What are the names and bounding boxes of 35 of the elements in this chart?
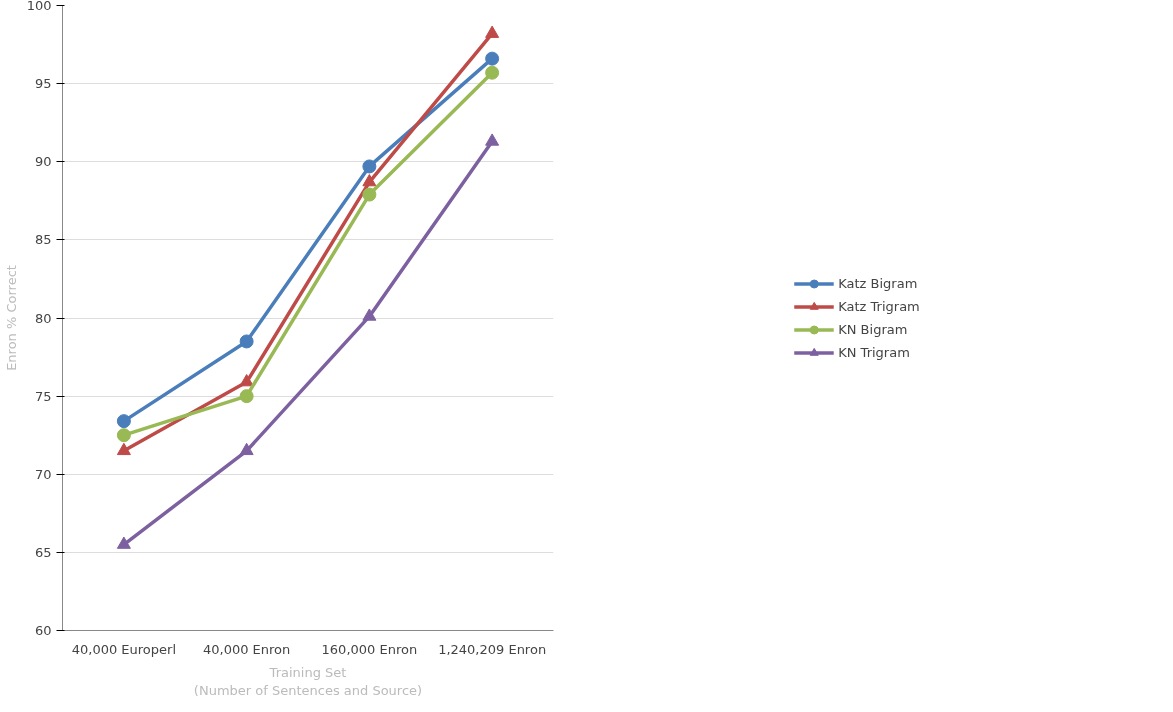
legend-label: Katz Bigram [838,275,918,291]
point [485,25,500,38]
legend-label: KN Trigram [838,344,910,360]
legend-label: KN Bigram [838,321,908,337]
point [239,334,254,349]
y-axis-title: Enron % Correct [3,265,19,371]
x-axis-title: Training Set (Number of Sentences and Source) [193,664,423,698]
point [116,414,131,429]
x-tick-label: 40,000 Enron [202,641,291,657]
y-tick-label: 65 [34,544,52,560]
y-tick-label: 70 [34,466,52,482]
legend-label: Katz Trigram [838,298,920,314]
point [485,51,500,66]
point [239,389,254,404]
x-tick-label: 160,000 Enron [321,641,418,657]
y-tick-label: 95 [34,76,52,92]
point [239,374,254,387]
point [116,536,131,549]
y-tick-label: 85 [34,232,52,248]
point [116,442,131,456]
x-tick-label: 1,240,209 Enron [438,641,547,657]
y-tick-label: 90 [34,154,52,170]
point [362,187,377,202]
x-tick-label: 40,000 Europerl [71,641,177,657]
y-tick-label: 80 [34,310,52,326]
point [116,428,131,443]
point [485,133,500,146]
y-tick-label: 100 [26,0,52,13]
point [485,65,500,80]
y-tick-label: 75 [34,388,52,404]
y-tick-label: 60 [34,623,52,638]
point [362,159,377,174]
point [239,442,254,456]
point [362,308,377,321]
point [362,174,377,187]
